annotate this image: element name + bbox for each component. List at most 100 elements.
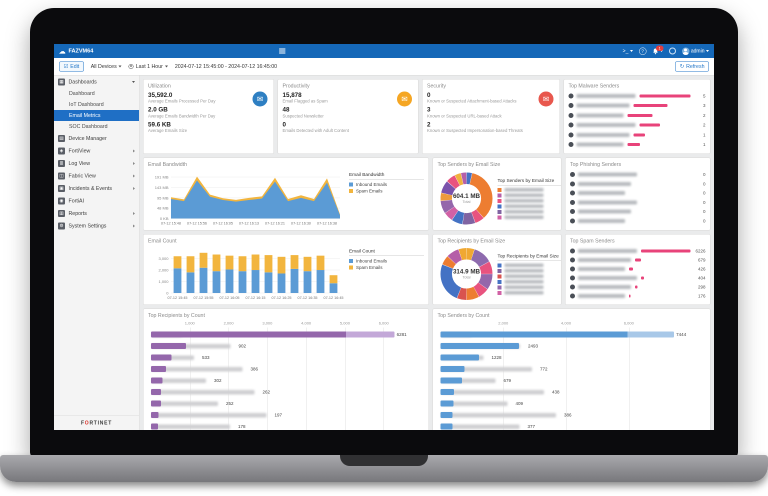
- device-manager-icon: ▤: [58, 134, 65, 142]
- stat-label: Average Emails Processed Per Day: [148, 98, 216, 104]
- sidebar-item-dashboards[interactable]: ▦ Dashboards: [54, 76, 139, 89]
- bar-row: 6281: [148, 329, 424, 341]
- app-logo[interactable]: ☁ FAZVM64: [59, 48, 93, 55]
- sidebar-item-incidents-events[interactable]: ▣ Incidents & Events: [54, 182, 139, 195]
- sender-bar: [627, 113, 653, 117]
- svg-text:07-12 16:21: 07-12 16:21: [265, 222, 285, 226]
- notifications-button[interactable]: 1: [652, 45, 664, 55]
- user-menu[interactable]: admin: [681, 47, 709, 55]
- sidebar-item-soc-dashboard[interactable]: SOC Dashboard: [69, 123, 108, 130]
- legend-title: Email Count: [349, 249, 424, 256]
- count-value: 197: [274, 412, 283, 418]
- blurred-sender-email: [578, 249, 637, 253]
- svg-text:07-12 16:05: 07-12 16:05: [213, 222, 233, 226]
- svg-text:07-12 16:45: 07-12 16:45: [323, 296, 343, 300]
- legend-entry[interactable]: Spam Emails: [349, 265, 424, 270]
- panel-top-recipients-by-email-size: Top Recipients by Email Size 314.9 MB Tot…: [432, 234, 562, 305]
- sender-bar-track: [627, 113, 691, 117]
- blurred-legend-label: [504, 199, 544, 203]
- blurred-recipient-email: [152, 390, 255, 395]
- fortinet-logo: F O RTINET: [54, 415, 139, 431]
- email-count-chart: 3,000 2,000 1,000 0 07-12 15:45 07-12 15:55 07…: [148, 247, 345, 302]
- time-range-selector[interactable]: Last 1 Hour: [128, 64, 168, 70]
- sender-row: 298: [570, 283, 706, 292]
- legend-entry[interactable]: [497, 279, 562, 284]
- edit-button[interactable]: ☑ Edit: [59, 61, 84, 72]
- panel-top-recipients-by-count: Top Recipients by Count 1,000 2,000 3,000 4…: [143, 308, 429, 430]
- sidebar-item-iot-dashboard[interactable]: IoT Dashboard: [69, 101, 104, 108]
- sidebar-item-label: FortiView: [68, 147, 91, 154]
- sender-avatar-icon: [570, 209, 575, 215]
- bar-row: 252: [148, 398, 424, 410]
- svg-text:191 MB: 191 MB: [155, 175, 169, 180]
- panel-security: Security 0 Known or Suspected Attachment-b…: [422, 79, 560, 154]
- sidebar-item-fabric-view[interactable]: ◫ Fabric View: [54, 170, 139, 183]
- hamburger-menu-icon[interactable]: [279, 48, 286, 54]
- bar-row: 902: [148, 341, 424, 353]
- sender-row: 0: [570, 207, 706, 216]
- legend-swatch: [349, 182, 353, 187]
- blurred-sender-email: [578, 258, 631, 262]
- bar-row: 409: [438, 398, 706, 410]
- legend-swatch: [497, 209, 502, 214]
- sender-row: 2: [568, 111, 706, 120]
- legend-entry[interactable]: [497, 268, 562, 273]
- bar-rows: 744424931228772679438409386377339: [438, 329, 706, 430]
- legend-entry[interactable]: [497, 263, 562, 268]
- sidebar-item-dashboard[interactable]: Dashboard: [69, 90, 95, 97]
- bar-row: 438: [438, 387, 706, 399]
- legend-swatch: [497, 187, 502, 192]
- legend-entry[interactable]: Spam Emails: [349, 189, 424, 194]
- legend-entry[interactable]: [497, 274, 562, 279]
- axis-tick-label: 6,000: [623, 321, 634, 326]
- count-value: 386: [250, 366, 259, 372]
- panel-productivity: Productivity 15,878 Email Flagged as Spam 4…: [277, 79, 419, 154]
- sidebar-item-fortiai[interactable]: ◉ FortiAI: [54, 195, 139, 208]
- panel-top-senders-by-count: Top Senders by Count 2,000 4,000 6,000 7444…: [432, 308, 711, 430]
- blurred-sender-email: [576, 132, 630, 137]
- sidebar-item-log-view[interactable]: ≣ Log View: [54, 157, 139, 170]
- legend-entry[interactable]: [497, 215, 562, 220]
- panel-title: Top Recipients by Count: [148, 312, 205, 319]
- fortiai-icon: ◉: [58, 197, 65, 205]
- legend-entry[interactable]: [497, 198, 562, 203]
- sidebar-item-device-manager[interactable]: ▤ Device Manager: [54, 132, 139, 145]
- legend-entry[interactable]: [497, 209, 562, 214]
- sender-bar: [639, 94, 691, 98]
- blurred-sender-email: [578, 267, 625, 271]
- app-header: ☁ FAZVM64 >_ ? 1: [54, 44, 714, 58]
- help-button[interactable]: ?: [638, 47, 647, 55]
- legend-entry[interactable]: Inbound Emails: [349, 259, 424, 264]
- sidebar-item-system-settings[interactable]: ⚙ System Settings: [54, 220, 139, 233]
- refresh-button[interactable]: ↻ Refresh: [675, 61, 709, 72]
- sender-count: 0: [702, 181, 706, 187]
- blurred-legend-label: [504, 210, 544, 214]
- app-title: FAZVM64: [68, 48, 94, 54]
- stat-item: 35,592.0 Average Emails Processed Per Day: [148, 92, 269, 104]
- sidebar-item-email-metrics[interactable]: Email Metrics: [54, 110, 139, 121]
- sidebar-item-fortiview[interactable]: ◈ FortiView: [54, 145, 139, 158]
- stat-item: 15,878 Email Flagged as Spam: [283, 92, 414, 104]
- sidebar-item-label: System Settings: [68, 222, 107, 229]
- panel-top-malware-senders: Top Malware Senders 5 3 2 2 1 1: [563, 79, 711, 154]
- legend-entry[interactable]: [497, 193, 562, 198]
- legend-entry[interactable]: [497, 285, 562, 290]
- email-count-legend: Email Count Inbound Emails Spam Emails: [345, 247, 424, 302]
- sender-avatar-icon: [570, 181, 575, 187]
- sender-bar: [633, 104, 668, 108]
- sender-count: 298: [697, 284, 706, 290]
- stat-value: 0: [282, 120, 286, 128]
- sender-row: 679: [570, 256, 706, 265]
- legend-label: Inbound Emails: [356, 182, 388, 187]
- fortinet-ring-icon[interactable]: [668, 47, 676, 55]
- legend-entry[interactable]: [497, 290, 562, 295]
- sender-avatar-icon: [570, 275, 575, 281]
- sidebar-item-reports[interactable]: ▥ Reports: [54, 207, 139, 220]
- count-value: 302: [214, 378, 222, 383]
- device-selector[interactable]: All Devices: [91, 64, 122, 70]
- cli-console-button[interactable]: >_: [623, 48, 633, 54]
- sender-count: 679: [697, 257, 706, 263]
- legend-entry[interactable]: Inbound Emails: [349, 182, 424, 187]
- legend-entry[interactable]: [497, 187, 562, 192]
- legend-entry[interactable]: [497, 204, 562, 209]
